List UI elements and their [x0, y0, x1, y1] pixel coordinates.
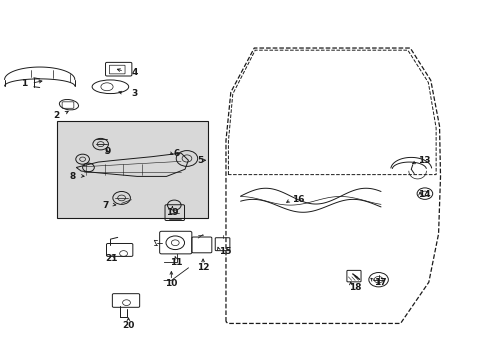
Text: 21: 21 — [105, 255, 118, 264]
Text: 7: 7 — [102, 201, 108, 210]
Text: 15: 15 — [218, 247, 231, 256]
Text: 2: 2 — [54, 111, 60, 120]
Text: 19: 19 — [166, 208, 178, 217]
Text: 13: 13 — [417, 156, 429, 165]
Text: 8: 8 — [70, 172, 76, 181]
Text: 12: 12 — [196, 264, 209, 273]
Text: 4: 4 — [131, 68, 138, 77]
Text: 3: 3 — [131, 89, 138, 98]
Text: 14: 14 — [417, 190, 429, 199]
FancyBboxPatch shape — [57, 121, 207, 218]
Text: 17: 17 — [373, 278, 386, 287]
Text: 10: 10 — [165, 279, 177, 288]
Text: 18: 18 — [349, 283, 361, 292]
Text: 9: 9 — [104, 147, 111, 156]
Text: 11: 11 — [170, 258, 182, 267]
Text: 1: 1 — [21, 79, 27, 88]
Text: 5: 5 — [197, 156, 203, 165]
Text: 6: 6 — [173, 149, 179, 158]
Text: 20: 20 — [122, 321, 134, 330]
Text: 16: 16 — [291, 195, 304, 204]
